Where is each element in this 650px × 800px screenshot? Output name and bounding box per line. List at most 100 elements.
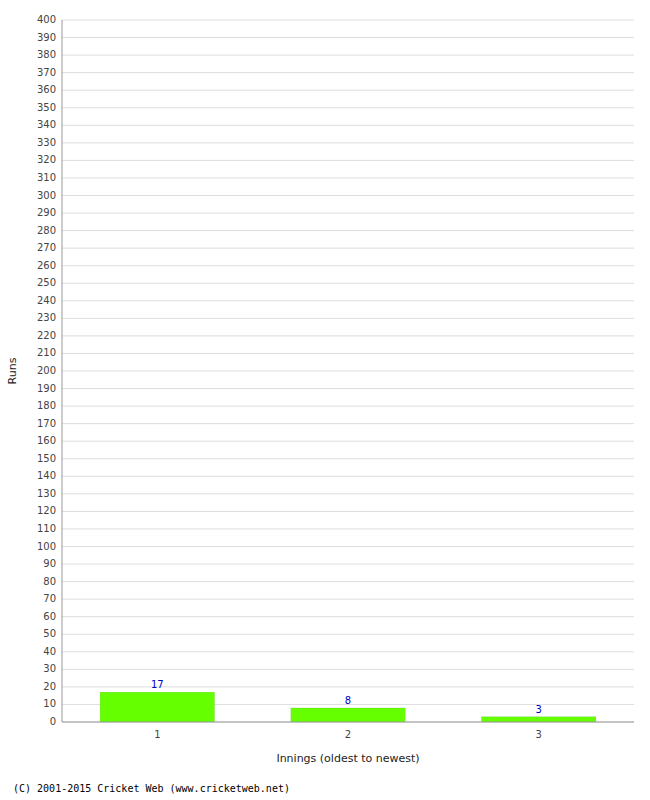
grid-line: [62, 37, 634, 38]
y-tick-label: 280: [37, 225, 56, 236]
y-tick-label: 50: [43, 628, 56, 639]
grid-line: [62, 283, 634, 284]
data-label: 3: [535, 704, 541, 715]
y-tick-label: 240: [37, 295, 56, 306]
grid-line: [62, 318, 634, 319]
y-tick-label: 10: [43, 698, 56, 709]
x-axis-line: [62, 722, 634, 723]
y-tick-label: 80: [43, 576, 56, 587]
grid-line: [62, 581, 634, 582]
y-tick-label: 40: [43, 646, 56, 657]
y-tick-label: 230: [37, 312, 56, 323]
grid-line: [62, 248, 634, 249]
y-tick-label: 60: [43, 611, 56, 622]
grid-line: [62, 669, 634, 670]
y-tick-label: 120: [37, 505, 56, 516]
grid-line: [62, 335, 634, 336]
x-tick-label: 3: [535, 729, 541, 740]
y-tick-label: 150: [37, 453, 56, 464]
y-tick-label: 250: [37, 277, 56, 288]
grid-line: [62, 353, 634, 354]
grid-line: [62, 388, 634, 389]
grid-line: [62, 423, 634, 424]
grid-line: [62, 406, 634, 407]
grid-line: [62, 230, 634, 231]
y-tick-label: 210: [37, 347, 56, 358]
x-tick-label: 1: [154, 729, 160, 740]
y-tick-label: 300: [37, 190, 56, 201]
y-tick-label: 390: [37, 32, 56, 43]
y-tick-label: 180: [37, 400, 56, 411]
bar: [100, 692, 214, 722]
y-tick-label: 160: [37, 435, 56, 446]
grid-line: [62, 493, 634, 494]
y-tick-label: 380: [37, 49, 56, 60]
y-tick-label: 220: [37, 330, 56, 341]
grid: [62, 20, 634, 722]
y-tick-label: 170: [37, 418, 56, 429]
y-tick-label: 330: [37, 137, 56, 148]
grid-line: [62, 20, 634, 21]
y-tick-label: 140: [37, 470, 56, 481]
grid-line: [62, 616, 634, 617]
y-tick-label: 130: [37, 488, 56, 499]
data-label: 17: [151, 679, 164, 690]
y-tick-label: 340: [37, 119, 56, 130]
grid-line: [62, 546, 634, 547]
grid-line: [62, 160, 634, 161]
grid-line: [62, 177, 634, 178]
grid-line: [62, 371, 634, 372]
data-labels: 1783: [151, 679, 542, 715]
x-axis-label: Innings (oldest to newest): [276, 752, 419, 765]
grid-line: [62, 300, 634, 301]
y-tick-label: 20: [43, 681, 56, 692]
y-axis-label: Runs: [6, 357, 19, 384]
grid-line: [62, 195, 634, 196]
data-label: 8: [345, 695, 351, 706]
grid-line: [62, 90, 634, 91]
grid-line: [62, 125, 634, 126]
y-axis-line: [62, 20, 63, 722]
y-tick-label: 0: [50, 716, 56, 727]
y-tick-label: 290: [37, 207, 56, 218]
y-tick-label: 100: [37, 541, 56, 552]
grid-line: [62, 213, 634, 214]
grid-line: [62, 441, 634, 442]
y-tick-label: 400: [37, 14, 56, 25]
y-tick-label: 90: [43, 558, 56, 569]
y-tick-labels: 0 10 20 30 40 50 60 70 80 90 100 110 120 130 140 150 160…: [37, 14, 56, 727]
chart: 0 10 20 30 40 50 60 70 80 90 100 110 120 130 140 150 160…: [0, 0, 650, 800]
bars: [100, 692, 596, 722]
bar: [481, 717, 595, 722]
grid-line: [62, 511, 634, 512]
y-tick-label: 310: [37, 172, 56, 183]
grid-line: [62, 142, 634, 143]
y-tick-label: 110: [37, 523, 56, 534]
grid-line: [62, 722, 634, 723]
grid-line: [62, 686, 634, 687]
x-tick-labels: 1 2 3: [154, 729, 542, 740]
y-tick-label: 270: [37, 242, 56, 253]
footer-annotation: (C) 2001-2015 Cricket Web (www.cricketwe…: [13, 783, 290, 794]
y-tick-label: 190: [37, 383, 56, 394]
y-tick-label: 360: [37, 84, 56, 95]
grid-line: [62, 599, 634, 600]
y-tick-label: 200: [37, 365, 56, 376]
grid-line: [62, 458, 634, 459]
y-tick-label: 370: [37, 67, 56, 78]
grid-line: [62, 265, 634, 266]
grid-line: [62, 651, 634, 652]
grid-line: [62, 72, 634, 73]
y-tick-label: 30: [43, 663, 56, 674]
y-tick-label: 350: [37, 102, 56, 113]
x-tick-label: 2: [345, 729, 351, 740]
y-tick-label: 320: [37, 154, 56, 165]
grid-line: [62, 634, 634, 635]
y-tick-label: 260: [37, 260, 56, 271]
grid-line: [62, 107, 634, 108]
grid-line: [62, 528, 634, 529]
bar: [291, 708, 405, 722]
grid-line: [62, 564, 634, 565]
grid-line: [62, 55, 634, 56]
y-tick-label: 70: [43, 593, 56, 604]
